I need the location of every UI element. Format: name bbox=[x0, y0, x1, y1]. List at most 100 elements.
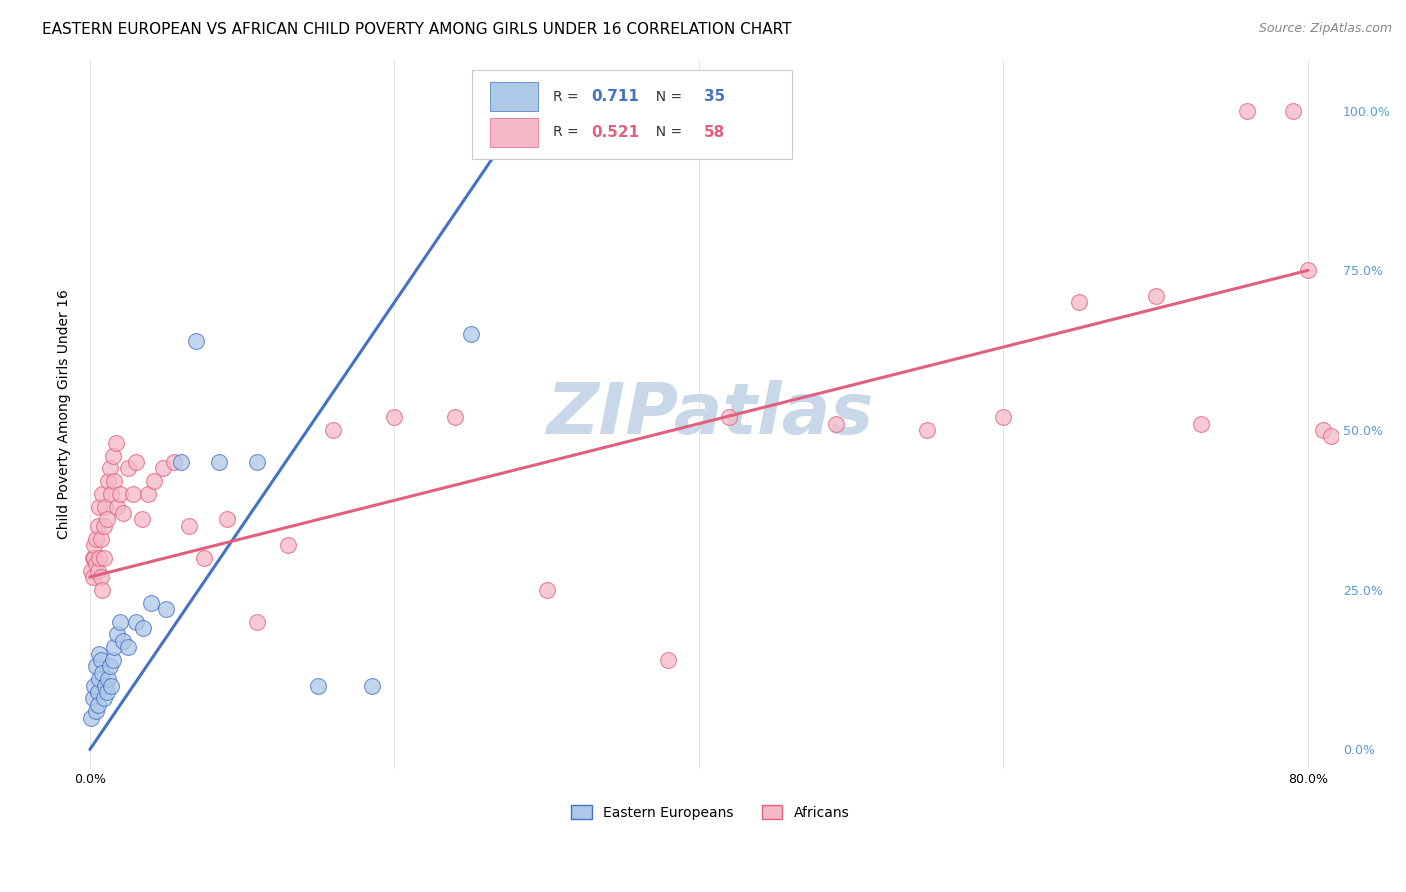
Point bbox=[105, 627, 128, 641]
Point bbox=[103, 640, 125, 655]
Point bbox=[90, 532, 112, 546]
Point bbox=[121, 487, 143, 501]
Point bbox=[90, 570, 112, 584]
Point bbox=[131, 512, 153, 526]
Point bbox=[87, 647, 110, 661]
Point bbox=[1144, 289, 1167, 303]
Legend: Eastern Europeans, Africans: Eastern Europeans, Africans bbox=[565, 799, 855, 825]
Point bbox=[139, 595, 162, 609]
Point bbox=[536, 582, 558, 597]
Point bbox=[86, 564, 108, 578]
Point bbox=[83, 679, 105, 693]
Point bbox=[96, 512, 118, 526]
Point bbox=[93, 691, 115, 706]
Point bbox=[444, 410, 467, 425]
FancyBboxPatch shape bbox=[491, 119, 538, 147]
Point bbox=[96, 685, 118, 699]
Point bbox=[80, 710, 103, 724]
Text: R =: R = bbox=[554, 89, 583, 103]
Point bbox=[186, 334, 208, 348]
Point bbox=[97, 474, 120, 488]
Point bbox=[277, 538, 299, 552]
Point bbox=[1189, 417, 1212, 431]
Text: 0.521: 0.521 bbox=[591, 125, 640, 140]
Point bbox=[825, 417, 848, 431]
Point bbox=[246, 615, 269, 629]
Point bbox=[86, 685, 108, 699]
Point bbox=[1319, 429, 1341, 443]
Point bbox=[101, 449, 124, 463]
Point bbox=[101, 653, 124, 667]
Point bbox=[100, 487, 122, 501]
Point bbox=[489, 103, 512, 118]
Text: N =: N = bbox=[648, 126, 688, 139]
Point bbox=[87, 672, 110, 686]
Point bbox=[80, 564, 103, 578]
Point bbox=[208, 455, 231, 469]
FancyBboxPatch shape bbox=[491, 82, 538, 111]
Y-axis label: Child Poverty Among Girls Under 16: Child Poverty Among Girls Under 16 bbox=[58, 289, 72, 539]
Text: 58: 58 bbox=[704, 125, 725, 140]
Point bbox=[124, 615, 146, 629]
Point bbox=[84, 659, 107, 673]
Point bbox=[322, 423, 344, 437]
Point bbox=[82, 570, 104, 584]
Point bbox=[152, 461, 174, 475]
Point bbox=[1312, 423, 1334, 437]
Point bbox=[86, 698, 108, 712]
Point bbox=[103, 474, 125, 488]
Point bbox=[155, 602, 177, 616]
Point bbox=[215, 512, 238, 526]
Point bbox=[246, 455, 269, 469]
Point bbox=[91, 665, 114, 680]
Point bbox=[86, 519, 108, 533]
Point bbox=[87, 500, 110, 514]
Point bbox=[84, 558, 107, 572]
Point bbox=[162, 455, 184, 469]
Point bbox=[93, 519, 115, 533]
Point bbox=[142, 474, 165, 488]
Point bbox=[657, 653, 679, 667]
Point bbox=[177, 519, 200, 533]
Point bbox=[117, 640, 139, 655]
Point bbox=[91, 487, 114, 501]
Point bbox=[112, 633, 135, 648]
Point bbox=[97, 672, 120, 686]
Text: EASTERN EUROPEAN VS AFRICAN CHILD POVERTY AMONG GIRLS UNDER 16 CORRELATION CHART: EASTERN EUROPEAN VS AFRICAN CHILD POVERT… bbox=[42, 22, 792, 37]
Point bbox=[193, 550, 215, 565]
Point bbox=[117, 461, 139, 475]
Point bbox=[460, 327, 482, 342]
Point bbox=[915, 423, 938, 437]
Text: 0.711: 0.711 bbox=[591, 89, 638, 104]
Point bbox=[112, 506, 135, 520]
Point bbox=[993, 410, 1015, 425]
Point bbox=[105, 500, 128, 514]
Point bbox=[110, 487, 132, 501]
Text: 35: 35 bbox=[704, 89, 725, 104]
Point bbox=[93, 550, 115, 565]
Point bbox=[84, 532, 107, 546]
Point bbox=[90, 653, 112, 667]
Point bbox=[94, 500, 117, 514]
Point bbox=[94, 679, 117, 693]
Point bbox=[1281, 103, 1303, 118]
Text: ZIPatlas: ZIPatlas bbox=[547, 380, 875, 449]
Point bbox=[136, 487, 159, 501]
Point bbox=[718, 410, 741, 425]
Point bbox=[91, 582, 114, 597]
Point bbox=[1296, 263, 1319, 277]
FancyBboxPatch shape bbox=[471, 70, 792, 159]
Point bbox=[132, 621, 155, 635]
Point bbox=[98, 659, 121, 673]
Point bbox=[100, 679, 122, 693]
Text: Source: ZipAtlas.com: Source: ZipAtlas.com bbox=[1258, 22, 1392, 36]
Point bbox=[170, 455, 193, 469]
Point bbox=[307, 679, 329, 693]
Point bbox=[382, 410, 405, 425]
Text: N =: N = bbox=[648, 89, 688, 103]
Point bbox=[360, 679, 382, 693]
Point bbox=[1069, 295, 1091, 310]
Point bbox=[83, 538, 105, 552]
Point bbox=[124, 455, 146, 469]
Point bbox=[104, 435, 127, 450]
